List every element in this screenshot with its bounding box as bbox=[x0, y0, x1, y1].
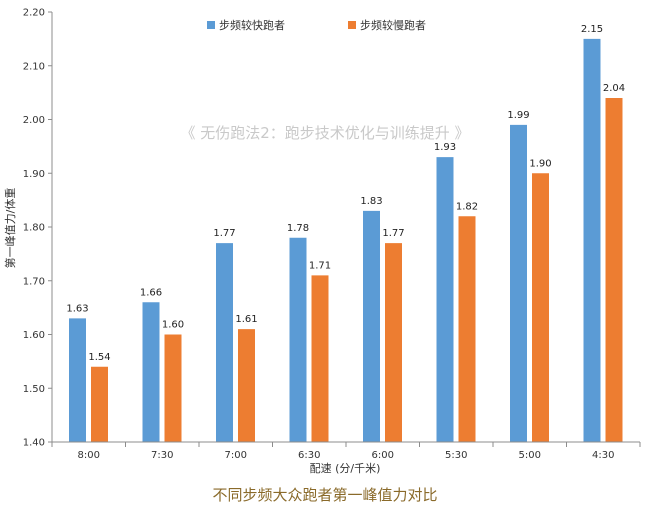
x-axis-title: 配速 (分/千米) bbox=[310, 462, 381, 475]
bar-slow-cadence bbox=[164, 334, 182, 442]
x-tick-label: 5:30 bbox=[445, 450, 467, 461]
bar-fast-cadence bbox=[69, 318, 86, 442]
y-tick-label: 1.70 bbox=[23, 276, 45, 287]
y-tick-label: 1.90 bbox=[23, 169, 45, 180]
bar-fast-cadence bbox=[363, 210, 380, 442]
figure-caption: 不同步频大众跑者第一峰值力对比 bbox=[212, 486, 437, 504]
data-label: 1.78 bbox=[287, 223, 309, 234]
x-tick-label: 6:30 bbox=[298, 450, 320, 461]
bar-fast-cadence bbox=[583, 38, 601, 442]
data-label: 1.77 bbox=[382, 228, 404, 239]
bar-slow-cadence bbox=[385, 243, 402, 442]
bar-slow-cadence bbox=[311, 275, 329, 442]
bar-slow-cadence bbox=[238, 329, 255, 442]
legend: 步频较快跑者 步频较慢跑者 bbox=[207, 18, 426, 32]
y-tick-label: 2.10 bbox=[23, 61, 45, 72]
bar-slow-cadence bbox=[458, 216, 476, 442]
legend-swatch-slow bbox=[348, 21, 356, 29]
bar-slow-cadence bbox=[605, 98, 623, 442]
legend-label-slow: 步频较慢跑者 bbox=[360, 18, 426, 32]
data-label: 1.61 bbox=[235, 314, 257, 325]
data-label: 1.66 bbox=[140, 287, 162, 298]
data-label: 1.54 bbox=[88, 352, 110, 363]
watermark-text: 《 无伤跑法2：跑步技术优化与训练提升 》 bbox=[180, 124, 469, 142]
x-tick-label: 8:00 bbox=[78, 450, 100, 461]
x-axis-ticks: 8:00 7:30 7:00 6:30 6:00 5:30 5:00 4:30 bbox=[51, 442, 641, 461]
bars: 1.63 1.54 1.66 1.60 1.77 1.61 1.78 1.71 1.83 1.77… bbox=[66, 24, 625, 442]
data-label: 1.83 bbox=[360, 196, 382, 207]
data-label: 1.63 bbox=[66, 303, 88, 314]
data-label: 1.82 bbox=[456, 201, 478, 212]
y-tick-label: 1.80 bbox=[23, 223, 45, 234]
data-label: 1.99 bbox=[507, 110, 529, 121]
y-tick-label: 1.40 bbox=[23, 438, 45, 449]
data-label: 1.93 bbox=[434, 142, 456, 153]
data-label: 1.90 bbox=[529, 158, 551, 169]
bar-fast-cadence bbox=[142, 302, 160, 442]
bar-fast-cadence bbox=[436, 157, 454, 442]
bar-fast-cadence bbox=[216, 243, 233, 442]
y-tick-label: 1.50 bbox=[23, 384, 45, 395]
y-axis-title: 第一峰值力/体重 bbox=[3, 188, 17, 269]
y-tick-label: 2.00 bbox=[23, 115, 45, 126]
y-axis-ticks: 1.40 1.50 1.60 1.70 1.80 1.90 2.00 2.10 2.20 bbox=[23, 8, 52, 449]
x-tick-label: 7:00 bbox=[225, 450, 247, 461]
data-label: 1.77 bbox=[213, 228, 235, 239]
bar-slow-cadence bbox=[532, 173, 549, 442]
x-tick-label: 6:00 bbox=[372, 450, 394, 461]
data-label: 1.71 bbox=[309, 260, 331, 271]
y-tick-label: 2.20 bbox=[23, 8, 45, 19]
data-label: 2.04 bbox=[603, 83, 625, 94]
x-tick-label: 4:30 bbox=[592, 450, 614, 461]
legend-swatch-fast bbox=[207, 21, 215, 29]
bar-slow-cadence bbox=[91, 366, 108, 442]
bar-fast-cadence bbox=[289, 237, 307, 442]
bar-fast-cadence bbox=[510, 124, 527, 442]
data-label: 2.15 bbox=[581, 24, 603, 35]
x-tick-label: 5:00 bbox=[519, 450, 541, 461]
y-tick-label: 1.60 bbox=[23, 330, 45, 341]
x-tick-label: 7:30 bbox=[151, 450, 173, 461]
data-label: 1.60 bbox=[162, 320, 184, 331]
legend-label-fast: 步频较快跑者 bbox=[219, 18, 285, 32]
